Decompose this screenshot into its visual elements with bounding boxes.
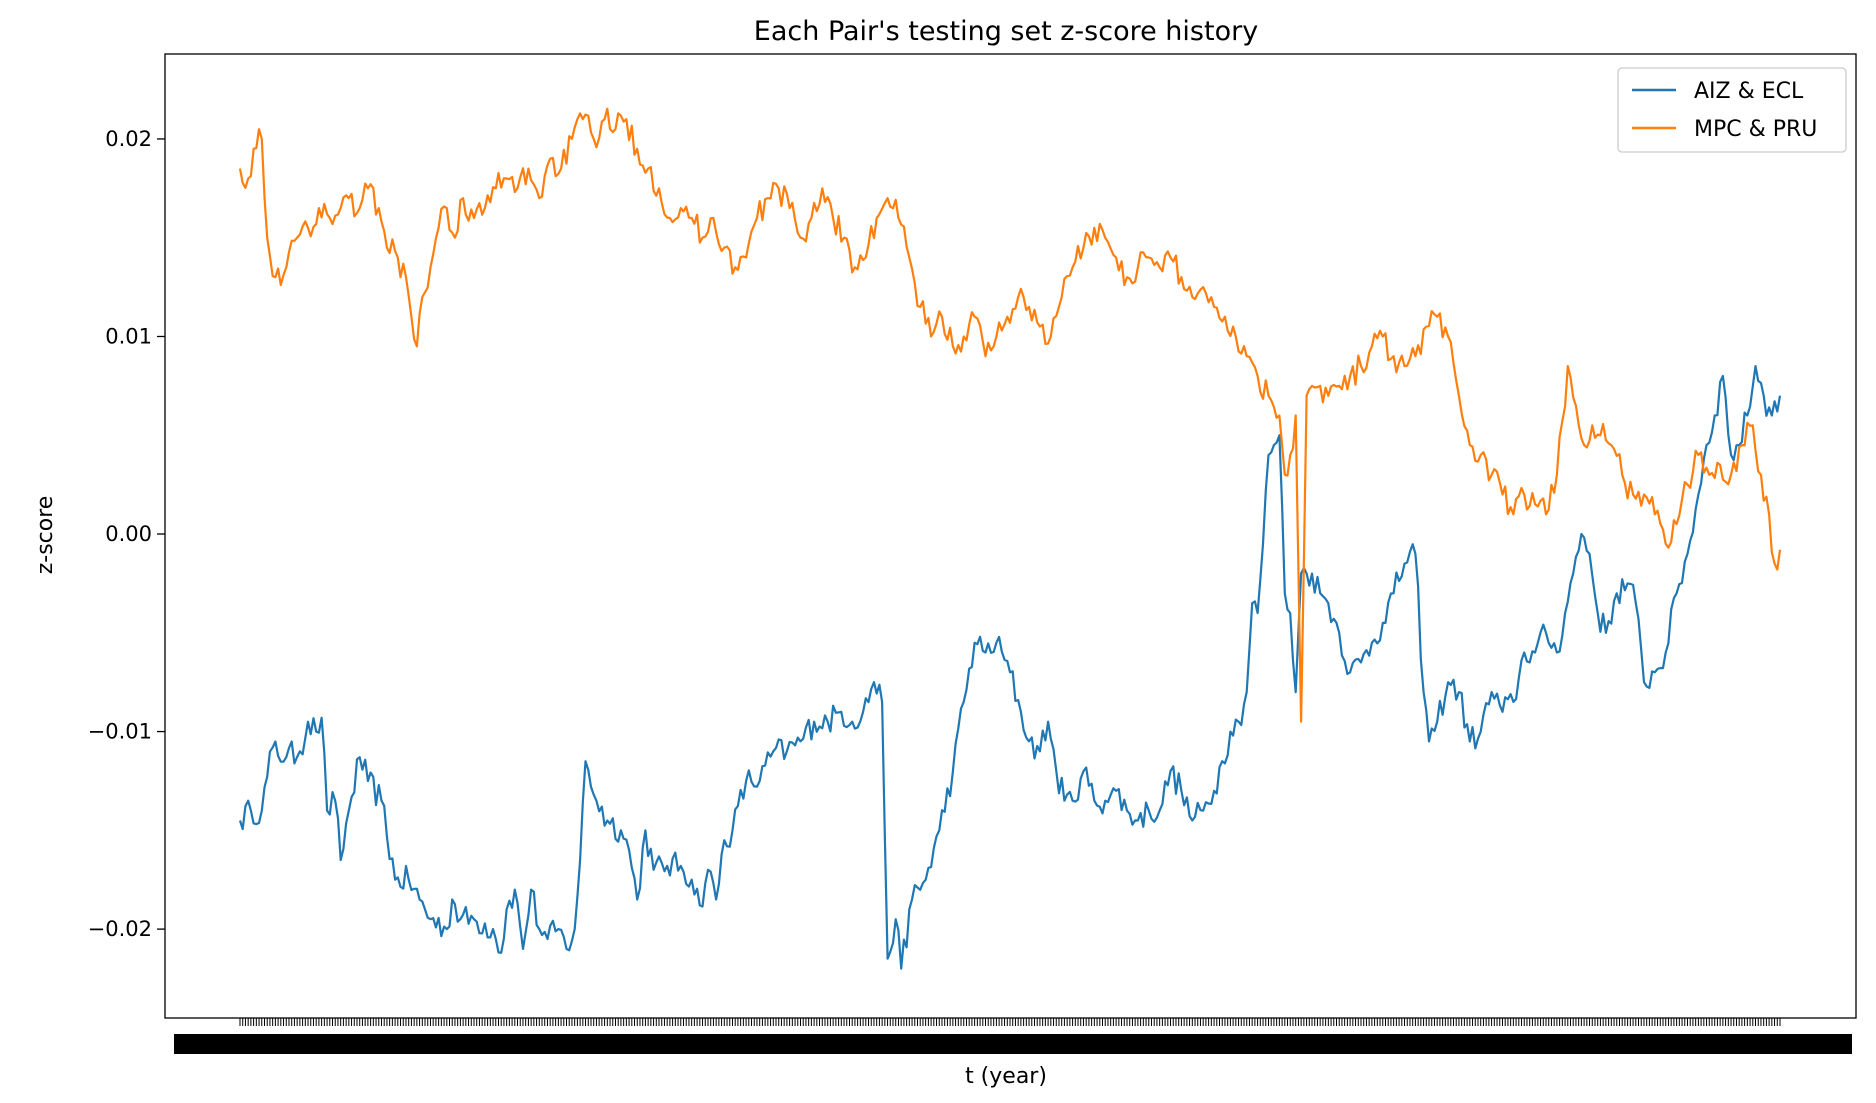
chart-title: Each Pair's testing set z-score history [754,16,1258,47]
x-axis-label: t (year) [965,1064,1047,1089]
x-tick-labels-overlap [174,1034,1852,1054]
y-tick-label: 0.01 [105,324,152,348]
y-tick-label: 0.00 [105,522,152,546]
legend-label: AIZ & ECL [1694,79,1804,104]
legend: AIZ & ECL MPC & PRU [1617,67,1847,153]
x-axis-ticks [174,1018,1852,1054]
series-layer [238,107,1782,970]
y-tick-label: −0.02 [88,917,152,941]
y-tick-label: −0.01 [88,720,152,744]
y-axis-label: z-score [33,496,58,575]
legend-label: MPC & PRU [1694,117,1817,142]
y-axis-ticks: 0.02 0.01 0.00 −0.01 −0.02 [88,127,165,941]
series-line-mpc-pru [238,107,1782,723]
series-line-aiz-ecl [238,365,1782,970]
y-tick-label: 0.02 [105,127,152,151]
